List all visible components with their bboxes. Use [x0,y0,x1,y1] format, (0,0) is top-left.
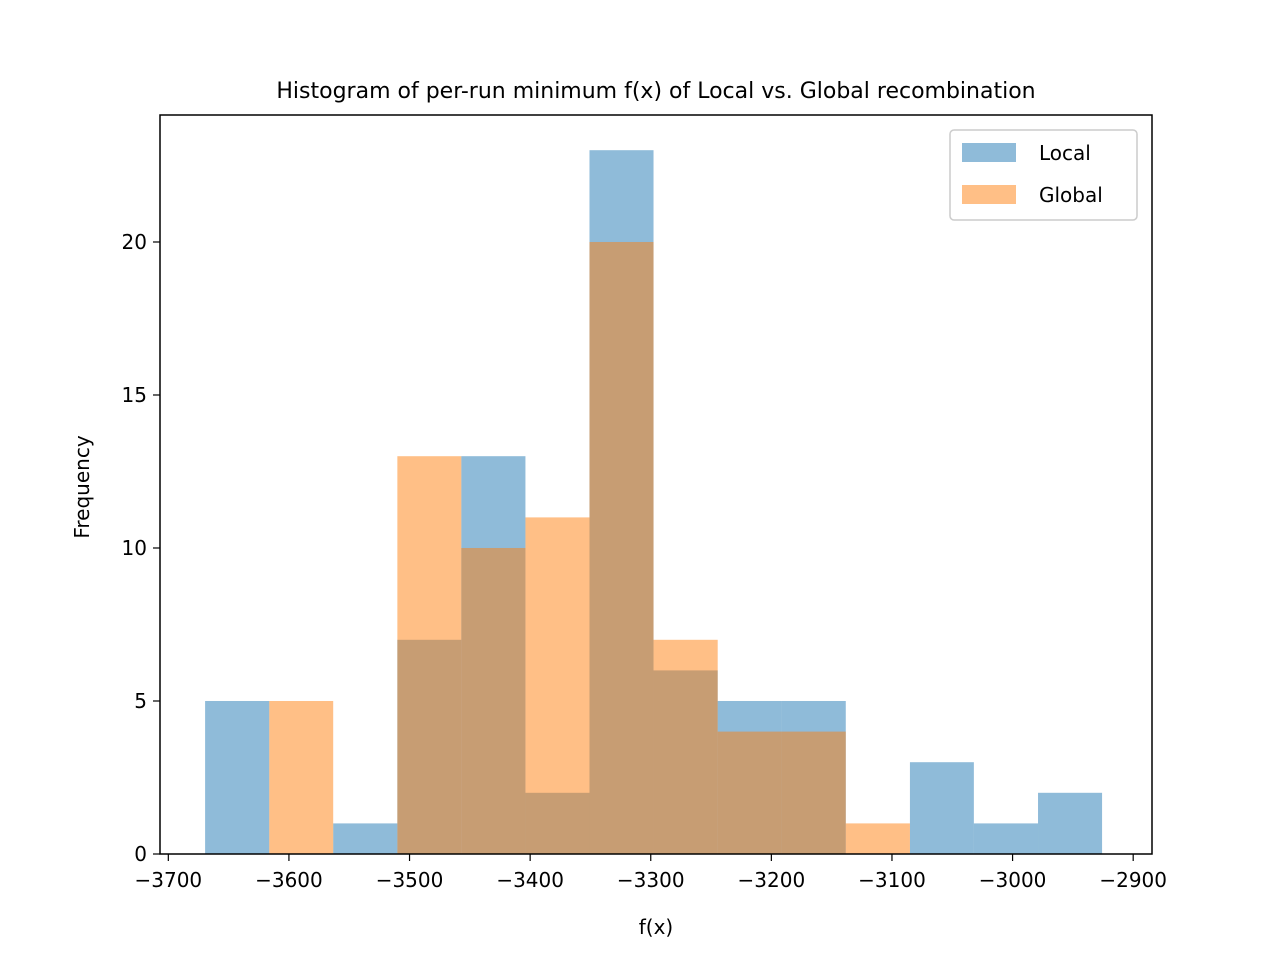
axes-frame [159,114,1153,855]
y-tick-label: 5 [134,689,147,713]
y-tick-label: 10 [122,536,147,560]
legend-swatch-global [962,185,1016,204]
x-tick-label: −3500 [376,868,444,892]
x-tick-label: −3600 [255,868,323,892]
global-bar [269,700,334,854]
global-bar [525,517,590,854]
y-tick-label: 20 [122,230,147,254]
y-axis-ticks: 0 5 10 15 20 [122,230,160,866]
y-axis-label: Frequency [70,435,94,538]
x-axis-label: f(x) [639,915,673,939]
local-bar [973,823,1039,854]
x-tick-label: −2900 [1099,868,1167,892]
global-bar [781,731,846,854]
local-bar [909,762,974,854]
plot-area [159,114,1153,855]
local-bar [333,823,398,854]
global-bar [717,731,782,854]
x-axis-ticks: −3700 −3600 −3500 −3400 −3300 −3200 −3100 −3000… [134,854,1167,892]
global-bar [461,547,526,854]
x-tick-label: −3700 [134,868,202,892]
x-tick-label: −3000 [979,868,1047,892]
global-bar [653,639,718,854]
legend-items: Local Global [962,141,1103,207]
global-bar [845,823,910,854]
bars-layer [205,150,1103,855]
legend-label-global: Global [1039,183,1103,207]
global-bar [397,456,462,854]
legend-label-local: Local [1039,141,1091,165]
chart-title: Histogram of per-run minimum f(x) of Loc… [276,79,1035,104]
x-tick-label: −3200 [738,868,806,892]
global-bar [589,241,654,855]
local-bar [1038,792,1103,854]
legend-swatch-local [962,143,1016,162]
x-tick-label: −3400 [496,868,564,892]
x-tick-label: −3100 [858,868,926,892]
y-tick-label: 0 [134,842,147,866]
local-bar [205,700,270,854]
x-tick-label: −3300 [617,868,685,892]
legend: Local Global [949,129,1138,221]
y-tick-label: 15 [122,383,147,407]
